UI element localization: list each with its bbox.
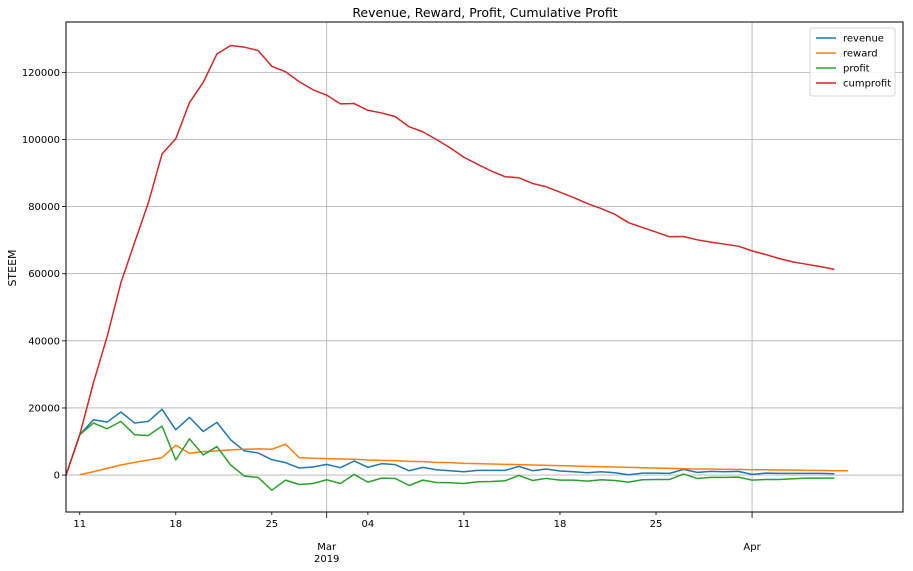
y-tick-label: 100000 [22,135,60,146]
grid [66,22,903,512]
y-tick-label: 0 [54,471,60,482]
y-axis-label: STEEM [6,249,19,286]
legend-label-reward: reward [843,49,878,60]
y-tick-label: 80000 [28,202,60,213]
x-tick-label: 25 [650,519,663,530]
series-lines [65,44,849,491]
series-line-reward [79,443,849,476]
legend-label-cumprofit: cumprofit [843,79,891,90]
x-tick-label: 18 [169,519,182,530]
y-tick-label: 60000 [28,269,60,280]
series-line-revenue [65,408,835,476]
y-axis: 0 20000 40000 60000 80000 100000 120000 [22,68,66,482]
legend-box [809,27,896,97]
y-tick-label: 20000 [28,403,60,414]
legend-label-profit: profit [843,64,870,75]
series-line-cumprofit [65,44,835,476]
x-month-label: Mar [317,542,337,553]
legend: revenue reward profit cumprofit [809,27,896,97]
legend-label-revenue: revenue [843,34,884,45]
chart-title: Revenue, Reward, Profit, Cumulative Prof… [352,5,617,20]
x-month-label: Apr [743,542,761,553]
x-year-label: 2019 [314,554,339,565]
x-tick-label: 25 [265,519,278,530]
plot-frame [65,21,904,513]
x-tick-label: 11 [458,519,471,530]
x-tick-label: 11 [73,519,86,530]
series-line-profit [65,420,835,491]
x-tick-label: 18 [554,519,567,530]
x-tick-label: 04 [362,519,375,530]
y-tick-label: 40000 [28,336,60,347]
y-tick-label: 120000 [22,68,60,79]
